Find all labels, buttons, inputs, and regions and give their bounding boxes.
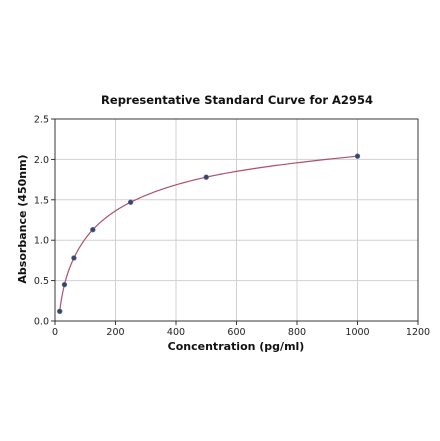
y-tick-label: 1.5 [34,195,49,206]
fit-curve [59,155,358,312]
y-tick-label: 2.0 [34,155,49,166]
x-axis-label: Concentration (pg/ml) [168,340,305,353]
data-point [203,174,209,180]
data-point [354,153,361,159]
grid-layer [55,119,418,321]
x-tick-label: 600 [227,327,245,338]
x-tick-label: 800 [288,327,306,338]
x-tick-label: 1200 [406,327,430,338]
y-tick-label: 0.0 [34,317,49,328]
data-point [71,255,77,261]
x-tick-label: 1000 [345,327,369,338]
ticks-layer: 0 200 400 600 800 1000 1200 0.0 0.5 1.0 1.5 2.0 2.5 [34,115,430,339]
data-point [90,226,96,233]
x-tick-label: 200 [106,327,124,338]
y-axis-label: Absorbance (450nm) [16,154,29,283]
chart-title: Representative Standard Curve for A2954 [101,93,373,107]
data-point [61,281,68,288]
y-tick-label: 0.5 [34,276,49,287]
data-point [57,308,63,315]
points-layer [57,153,361,315]
data-point [127,199,134,205]
x-tick-label: 0 [52,327,58,338]
y-tick-label: 1.0 [34,236,49,247]
x-tick-label: 400 [167,327,185,338]
y-tick-label: 2.5 [34,115,49,126]
